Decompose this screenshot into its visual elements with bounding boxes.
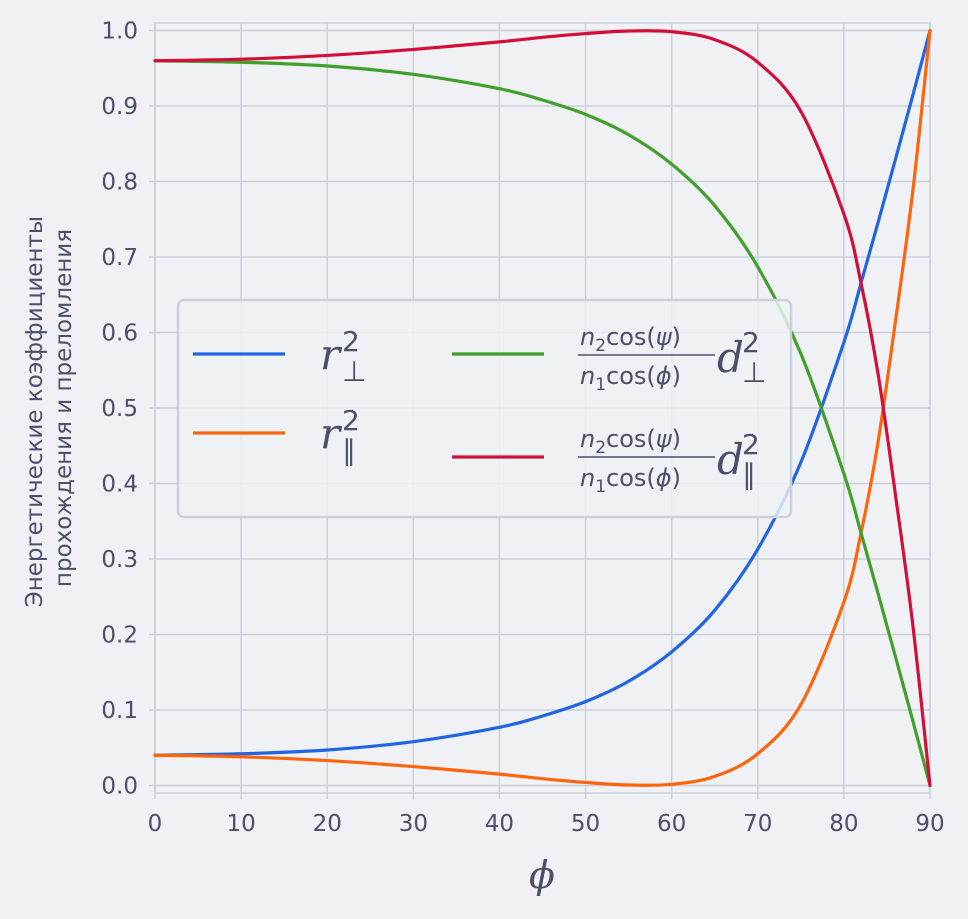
x-tick-label: 0: [148, 811, 163, 837]
x-tick-label: 80: [829, 811, 858, 837]
y-axis-label-line-2: прохождения и преломления: [51, 229, 77, 587]
x-tick-label: 30: [399, 811, 428, 837]
y-tick-label: 0.9: [101, 94, 138, 120]
legend-frac-den-d_perp: n1cos(ϕ): [580, 362, 681, 395]
legend: r 2⊥r 2∥n2cos(ψ)n1cos(ϕ) d2⊥n2cos(ψ)n1cos(ϕ…: [176, 298, 793, 519]
y-tick-label: 0.8: [101, 170, 138, 196]
legend-frac-num-d_par: n2cos(ψ): [580, 425, 681, 458]
y-tick-label: 0.1: [101, 698, 138, 724]
y-tick-label: 0.6: [101, 321, 138, 347]
y-tick-label: 1.0: [101, 19, 138, 45]
legend-sup-d_perp: 2: [742, 326, 760, 359]
y-axis-label-line-1: Энергетические коэффициенты: [22, 216, 48, 607]
legend-label-d_par: d: [717, 435, 744, 484]
legend-sub-d_perp: ⊥: [742, 356, 766, 389]
legend-label-d_perp: d: [717, 333, 744, 382]
y-tick-label: 0.3: [101, 547, 138, 573]
y-tick-label: 0.4: [101, 471, 138, 497]
series-line-d_par: [153, 29, 932, 788]
y-tick-label: 0.5: [101, 396, 138, 422]
legend-sup-d_par: 2: [742, 428, 760, 461]
y-tick-label: 0.2: [101, 622, 138, 648]
legend-frac-num-d_perp: n2cos(ψ): [580, 323, 681, 356]
x-tick-label: 50: [571, 811, 600, 837]
legend-sup-r_perp: 2: [342, 325, 360, 358]
x-tick-label: 70: [743, 811, 772, 837]
x-tick-label: 10: [226, 811, 255, 837]
legend-sub-r_par: ∥: [342, 434, 356, 467]
legend-label-r_par: r: [320, 409, 343, 458]
legend-box: [176, 298, 793, 519]
x-tick-label: 20: [313, 811, 342, 837]
series-line-d_perp: [153, 59, 932, 788]
x-tick-label: 90: [915, 811, 944, 837]
legend-label-r_perp: r: [320, 330, 343, 379]
series-lines: [153, 28, 932, 788]
tick-labels: 0 10 20 30 40 50 60 70 80 90 0.0 0.1 0.2 0.3 0.4 0.5 0.6…: [101, 19, 944, 837]
x-axis-label: ϕ: [529, 853, 555, 897]
legend-sub-r_perp: ⊥: [342, 355, 366, 388]
x-tick-label: 60: [657, 811, 686, 837]
legend-frac-den-d_par: n1cos(ϕ): [580, 464, 681, 497]
legend-sup-r_par: 2: [342, 404, 360, 437]
y-tick-label: 0.0: [101, 773, 138, 799]
y-axis-label: Энергетические коэффициенты прохождения …: [22, 209, 77, 608]
legend-sub-d_par: ∥: [742, 458, 756, 491]
series-line-r_perp: [153, 28, 932, 757]
series-line-r_par: [153, 28, 932, 787]
y-tick-label: 0.7: [101, 245, 138, 271]
x-tick-label: 40: [485, 811, 514, 837]
